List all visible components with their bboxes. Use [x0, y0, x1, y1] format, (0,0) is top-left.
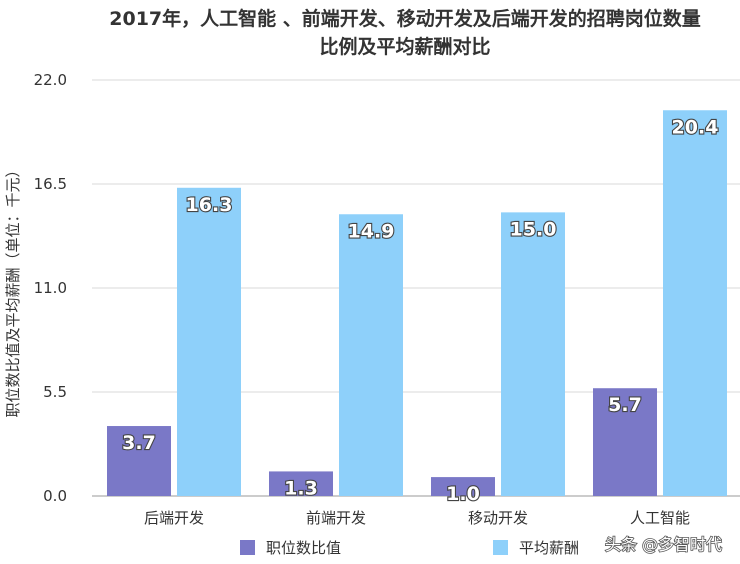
- chart-title-line-2: 比例及平均薪酬对比: [319, 35, 490, 58]
- bar-job-ratio: [593, 388, 657, 496]
- legend-swatch: [493, 540, 508, 555]
- bar-job-ratio: [431, 477, 495, 496]
- data-label: 1.0: [446, 483, 480, 505]
- y-axis-label: 职位数比值及平均薪酬（单位：千元）: [4, 162, 22, 417]
- chart-title: 2017年，人工智能 、前端开发、移动开发及后端开发的招聘岗位数量 比例及平均薪…: [109, 7, 701, 58]
- bar-avg-salary: [663, 110, 727, 496]
- y-tick-label: 11.0: [34, 279, 67, 297]
- bars: [107, 110, 727, 497]
- x-axis-categories: 后端开发 前端开发 移动开发 人工智能: [144, 509, 690, 527]
- chart-title-line-1: 2017年，人工智能 、前端开发、移动开发及后端开发的招聘岗位数量: [109, 7, 701, 30]
- data-label: 20.4: [672, 116, 719, 138]
- bar-avg-salary: [501, 212, 565, 496]
- data-label: 14.9: [348, 220, 395, 242]
- bar-job-ratio: [269, 471, 333, 496]
- data-label: 1.3: [284, 477, 318, 499]
- data-labels: 3.7 16.3 1.3 14.9 1.0 15.0 5.7 20.4: [121, 115, 719, 506]
- y-axis-ticks: 0.0 5.5 11.0 16.5 22.0: [34, 71, 67, 505]
- legend-swatch: [240, 540, 255, 555]
- data-label: 5.7: [608, 394, 642, 416]
- data-label: 16.3: [186, 194, 233, 216]
- legend: 职位数比值 平均薪酬: [240, 539, 579, 557]
- y-tick-label: 0.0: [43, 487, 67, 505]
- watermark-text: 头条 @多智时代: [605, 535, 722, 554]
- data-label: 15.0: [510, 218, 557, 240]
- bar-job-ratio: [107, 426, 171, 496]
- legend-label: 平均薪酬: [519, 539, 579, 557]
- y-tick-label: 16.5: [34, 175, 67, 193]
- y-tick-label: 22.0: [34, 71, 67, 89]
- bar-avg-salary: [177, 187, 241, 497]
- x-tick-label: 后端开发: [144, 509, 204, 527]
- x-tick-label: 移动开发: [468, 509, 528, 527]
- x-tick-label: 前端开发: [306, 509, 366, 527]
- bar-avg-salary: [339, 214, 403, 496]
- legend-label: 职位数比值: [266, 539, 341, 557]
- x-tick-label: 人工智能: [630, 509, 690, 527]
- y-tick-label: 5.5: [43, 383, 67, 401]
- data-label: 3.7: [122, 432, 156, 454]
- watermark: 头条 @多智时代: [604, 534, 723, 555]
